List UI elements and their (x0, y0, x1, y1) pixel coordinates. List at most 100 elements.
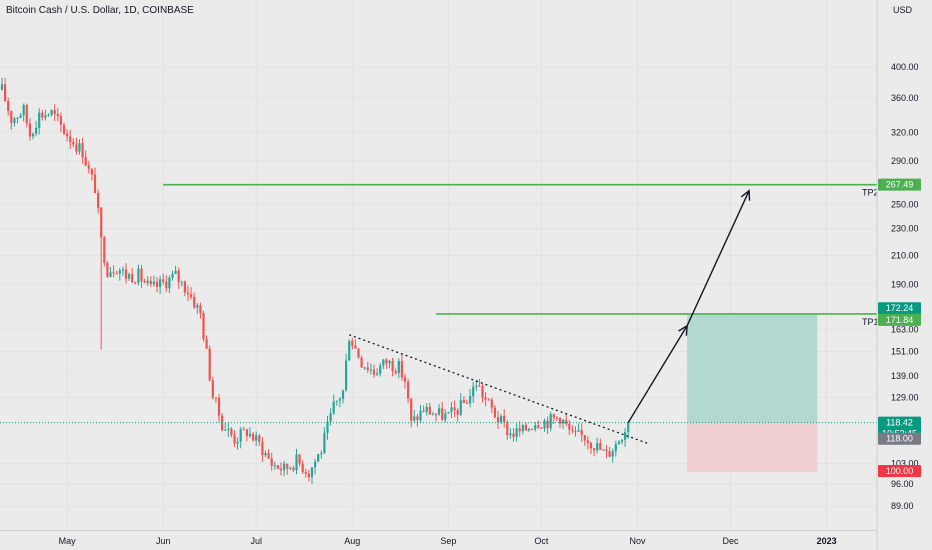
candle-body (428, 406, 431, 415)
candle (66, 129, 69, 142)
candle (472, 381, 475, 403)
candle-body (211, 380, 214, 398)
candle-body (332, 401, 335, 414)
candle (190, 287, 193, 300)
candle (28, 118, 31, 141)
candle (583, 435, 586, 446)
candle-body (128, 274, 131, 279)
candle-body (425, 406, 428, 412)
candle-body (13, 118, 16, 123)
y-tick-label: 163.00 (891, 324, 919, 334)
y-tick-label: 230.00 (891, 224, 919, 234)
candle (490, 397, 493, 414)
candle (382, 359, 385, 369)
tp1-price-badge: 171.84 (878, 313, 921, 326)
candle (174, 265, 177, 274)
candle (351, 337, 354, 350)
candle (372, 364, 376, 378)
target-zone (687, 313, 818, 423)
candle-body (537, 425, 540, 428)
candle (512, 428, 515, 443)
candle-body (137, 268, 140, 283)
candle-body (571, 429, 574, 432)
candle-body (586, 440, 589, 443)
candle-body (69, 136, 72, 143)
candle-body (369, 369, 372, 371)
candle (360, 355, 363, 368)
candle-body (307, 473, 310, 477)
candle-body (90, 169, 93, 175)
candle (534, 422, 537, 432)
candle (431, 411, 434, 416)
candle-body (589, 442, 593, 449)
candle (568, 420, 571, 435)
candle-body (255, 435, 258, 441)
candle (425, 403, 428, 416)
candle-body (416, 416, 419, 421)
candle-body (44, 115, 47, 118)
candle (0, 77, 4, 91)
candle (149, 276, 152, 288)
candle (146, 276, 149, 286)
candle (100, 207, 103, 350)
candle (286, 463, 289, 475)
candle (4, 77, 7, 103)
current-price-text: 118.42 (886, 418, 913, 428)
candle (310, 466, 314, 484)
candle-body (84, 157, 87, 166)
candle (304, 468, 307, 478)
candle-body (7, 101, 10, 112)
candle (270, 452, 273, 471)
y-tick-label: 103.00 (891, 458, 919, 468)
candle-body (490, 399, 493, 408)
candle-body (456, 410, 459, 415)
y-tick-label: 151.00 (891, 347, 919, 357)
tp1-label: TP1 (862, 317, 879, 327)
y-tick-label: 290.00 (891, 156, 919, 166)
y-tick-label: 89.00 (891, 501, 914, 511)
candle (183, 280, 186, 297)
candle (413, 410, 416, 422)
x-tick-label: Dec (722, 536, 739, 546)
candle-body (385, 359, 388, 364)
candle-body (521, 424, 524, 432)
candle-body (279, 468, 283, 471)
candle-body (264, 452, 267, 456)
candle (233, 430, 236, 447)
candle-body (441, 408, 444, 420)
candle (537, 420, 540, 429)
candle (59, 112, 62, 132)
candle (152, 275, 155, 287)
candle-body (382, 359, 385, 366)
candle-body (214, 397, 217, 399)
candle-body (106, 263, 109, 277)
candle-body (134, 282, 137, 284)
candle (239, 426, 242, 449)
candle (586, 436, 589, 450)
candle-body (500, 415, 503, 423)
candle (128, 272, 131, 281)
x-tick-label: Sep (440, 536, 456, 546)
candle (320, 450, 323, 459)
candle-body (388, 360, 391, 364)
candle-body (4, 84, 7, 102)
position-zones (687, 313, 818, 473)
candle (112, 265, 115, 278)
candle-body (450, 407, 453, 413)
candle-body (360, 357, 363, 368)
candle-body (627, 422, 630, 433)
candle-body (422, 410, 425, 412)
candle (552, 413, 555, 424)
candle-body (248, 433, 252, 437)
candle-body (62, 124, 66, 134)
candle-body (103, 237, 106, 264)
candle (109, 266, 112, 278)
candle-body (624, 432, 627, 440)
candle-body (186, 292, 190, 295)
candle-body (599, 443, 602, 450)
candle (53, 104, 56, 121)
x-tick-label: Nov (629, 536, 646, 546)
candle (230, 427, 233, 438)
candle-body (431, 414, 434, 416)
